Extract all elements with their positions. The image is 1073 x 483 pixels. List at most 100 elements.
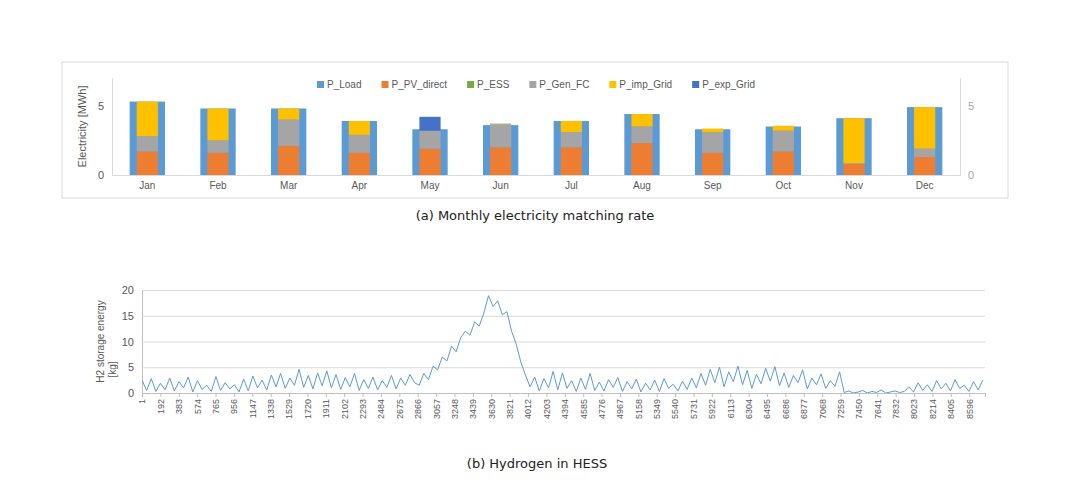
x-tick: Oct — [776, 175, 792, 191]
bar — [766, 127, 801, 176]
y-axis: 05101520 — [122, 284, 985, 399]
bar-segment — [773, 125, 794, 126]
x-tick-label: 4012 — [523, 399, 533, 419]
x-tick: 7068 — [818, 393, 828, 419]
bar-segment — [914, 107, 935, 149]
x-tick: 8405 — [946, 393, 956, 419]
x-tick: 5731 — [689, 393, 699, 419]
legend-label: P_imp_Grid — [619, 79, 672, 90]
x-tick-mark — [657, 393, 658, 397]
chart-title: (a) Monthly electricity matching rate — [416, 208, 655, 223]
x-tick: 8214 — [928, 393, 938, 419]
x-tick-label: 2293 — [358, 399, 368, 419]
x-tick: 4585 — [579, 393, 589, 419]
x-tick-mark — [583, 393, 584, 397]
chart-frame — [62, 62, 1008, 198]
chart-a: JanFebMarAprMayJunJulAugSepOctNovDec0505… — [62, 62, 1008, 223]
bar-segment — [561, 120, 582, 121]
bar-segment — [773, 151, 794, 175]
x-tick-label: 1147 — [248, 399, 258, 418]
x-tick: Jun — [493, 175, 509, 191]
x-tick-mark — [602, 393, 603, 397]
y-grid-label: 10 — [122, 336, 134, 348]
x-tick-label: 5922 — [707, 399, 717, 419]
y-tick: 5 — [98, 100, 112, 112]
bar-segment — [914, 149, 935, 157]
bar-segment — [419, 149, 440, 175]
bar-segment — [349, 121, 370, 135]
x-axis-line — [113, 175, 961, 176]
x-tick: 2484 — [376, 393, 386, 419]
x-tick: Feb — [209, 175, 227, 191]
y-axis-title: H2 storage energy — [95, 300, 106, 382]
bar-segment — [137, 102, 158, 137]
x-tick-mark — [638, 393, 639, 397]
y-tick: 0 — [98, 169, 112, 181]
x-tick-label: 3439 — [468, 399, 478, 419]
x-tick-label: 7068 — [818, 399, 828, 419]
legend-item: P_imp_Grid — [609, 79, 672, 90]
x-tick-mark — [841, 393, 842, 397]
bar-segment — [207, 140, 228, 152]
x-tick: 2293 — [358, 393, 368, 419]
legend-label: P_Load — [327, 79, 361, 90]
x-tick-mark — [271, 393, 272, 397]
legend-swatch — [317, 81, 324, 88]
y-grid-mark — [142, 367, 985, 368]
bar — [412, 129, 447, 175]
bar-segment — [207, 108, 228, 109]
bar — [200, 108, 235, 175]
x-tick-mark — [252, 393, 253, 397]
bar-segment — [561, 147, 582, 175]
x-tick-mark — [216, 393, 217, 397]
x-tick: 1911 — [321, 393, 331, 418]
x-tick: 956 — [229, 393, 239, 414]
x-tick-label: 8023 — [909, 399, 919, 419]
y2-tick: 0 — [960, 169, 974, 181]
y-grid: 15 — [122, 310, 985, 322]
x-tick: 7450 — [854, 393, 864, 419]
legend-label: P_exp_Grid — [702, 79, 755, 90]
x-tick-mark — [896, 393, 897, 397]
x-tick: 3439 — [468, 393, 478, 419]
y-grid: 20 — [122, 284, 985, 296]
x-tick: 1338 — [266, 393, 276, 419]
x-tick-mark — [326, 393, 327, 397]
x-tick-mark — [859, 393, 860, 397]
x-tick-label: 5158 — [634, 399, 644, 419]
x-tick-label: Feb — [209, 180, 227, 191]
x-tick: 3630 — [487, 393, 497, 419]
x-tick-label: 2675 — [395, 399, 405, 419]
legend-item: P_Gen_FC — [529, 79, 589, 90]
bar-segment — [137, 101, 158, 102]
x-tick-label: 1720 — [303, 399, 313, 419]
legend-swatch — [529, 81, 536, 88]
x-tick-mark — [749, 393, 750, 397]
y-grid-label: 0 — [128, 387, 134, 399]
bar-segment — [278, 146, 299, 175]
x-tick: 383 — [174, 393, 184, 414]
x-tick-label: Oct — [776, 180, 792, 191]
x-tick: Aug — [633, 175, 651, 191]
x-tick: 8596 — [965, 393, 975, 419]
x-tick-mark — [307, 393, 308, 397]
bar-segment — [490, 125, 511, 147]
bar — [554, 121, 589, 175]
x-tick: 5922 — [707, 393, 717, 419]
x-tick: 8023 — [909, 393, 919, 419]
legend-label: P_ESS — [477, 79, 510, 90]
bar-segment — [702, 132, 723, 153]
x-tick: 3821 — [505, 393, 515, 419]
bar-segment — [207, 153, 228, 175]
x-tick-label: 574 — [193, 399, 203, 414]
x-tick: 4967 — [615, 393, 625, 419]
x-tick-label: 5540 — [670, 399, 680, 419]
x-tick: May — [421, 175, 440, 191]
x-tick-label: 3630 — [487, 399, 497, 419]
bar-segment — [631, 127, 652, 144]
x-tick-label: 956 — [229, 399, 239, 414]
chart-b: 0510152011923835747659561147133815291720… — [95, 284, 986, 471]
bar-segment — [278, 120, 299, 146]
x-tick-label: 2484 — [376, 399, 386, 419]
x-tick: 7259 — [836, 393, 846, 419]
